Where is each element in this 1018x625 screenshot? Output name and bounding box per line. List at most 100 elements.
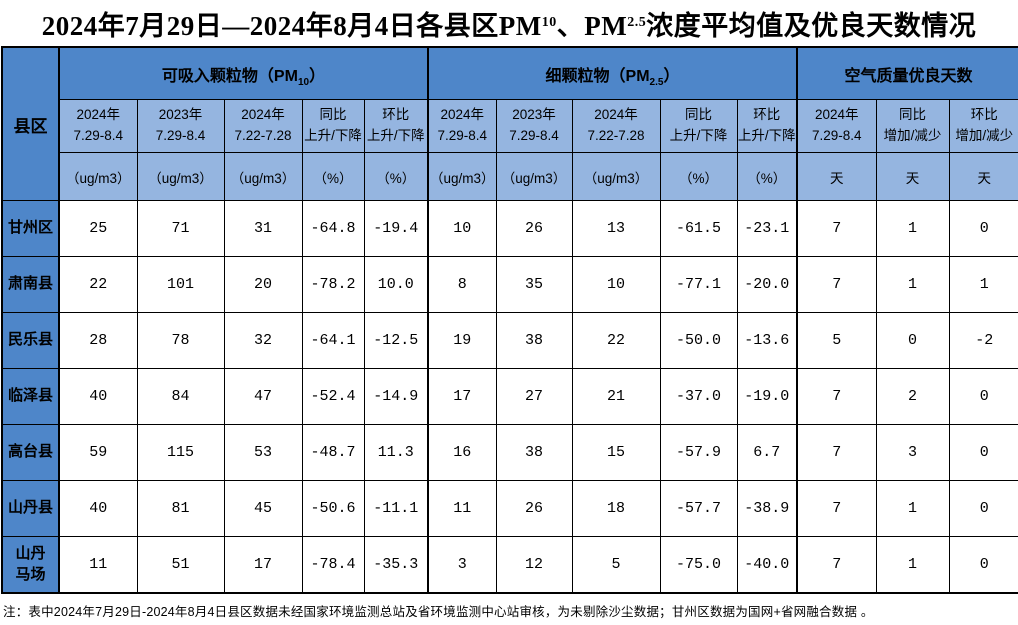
column-header-line1: 2024年 [814, 107, 859, 123]
data-cell: 28 [58, 312, 138, 369]
title-text-3: 浓度平均值及优良天数情况 [646, 10, 977, 41]
header-period-row: 2024年 7.29-8.4 2023年 7.29-8.4 2024年 7.22-7.28… [2, 99, 1018, 153]
data-cell: 5 [796, 312, 877, 369]
data-cell: 13 [571, 200, 661, 257]
data-cell: -37.0 [659, 368, 738, 425]
data-cell: 22 [58, 256, 138, 313]
data-cell: -50.6 [301, 480, 365, 537]
data-cell: 21 [571, 368, 661, 425]
column-header-line1: 环比 [753, 107, 781, 123]
row-label: 甘州区 [1, 200, 60, 257]
data-cell: 35 [495, 256, 573, 313]
column-header-7: 2024年 7.22-7.28 [571, 99, 661, 153]
unit-header-9: （%） [736, 152, 798, 201]
data-cell: 18 [571, 480, 661, 537]
column-header-line1: 环比 [970, 107, 998, 123]
column-header-9: 环比 上升/下降 [736, 99, 798, 153]
data-cell: -52.4 [301, 368, 365, 425]
column-header-line2: 7.29-8.4 [811, 128, 862, 143]
data-cell: 31 [223, 200, 303, 257]
footnote: 注：表中2024年7月29日-2024年8月4日县区数据未经国家环境监测总站及省… [3, 605, 874, 619]
header-group-row: 县区 可吸入颗粒物（PM10） 细颗粒物（PM2.5） 空气质量优良天数 [1, 46, 1018, 201]
unit-header-3: （%） [301, 152, 365, 201]
data-cell: -78.2 [301, 256, 365, 313]
data-cell: 17 [223, 536, 303, 594]
data-cell: 10.0 [363, 256, 429, 313]
data-cell: 0 [875, 312, 950, 369]
corner-cell-county: 县区 [1, 46, 60, 201]
header-unit-row: （ug/m3） （ug/m3） （ug/m3） （%） （%） （ug/m3） （ug/m3… [2, 152, 1018, 201]
row-label: 山丹 马场 [1, 536, 60, 594]
data-cell: 45 [223, 480, 303, 537]
data-cell: 32 [223, 312, 303, 369]
unit-header-2: （ug/m3） [223, 152, 303, 201]
title-text-1: 2024年7月29日—2024年8月4日各县区PM [41, 10, 542, 41]
data-cell: 84 [136, 368, 225, 425]
data-cell: -19.0 [736, 368, 798, 425]
data-cell: 38 [495, 424, 573, 481]
data-cell: 115 [136, 424, 225, 481]
page-title: 2024年7月29日—2024年8月4日各县区PM 10 、PM 2.5 浓度平均值及优… [0, 0, 1018, 46]
column-header-line2: 上升/下降 [304, 128, 362, 143]
group-pm10-subscript: 10 [297, 76, 310, 88]
data-cell: 11 [427, 480, 497, 537]
data-cell: -78.4 [301, 536, 365, 594]
table-body: 甘州区 25 71 31 -64.8 -19.4 10 26 13 -61.5 -23.1 7 1 0 肃南… [1, 200, 1018, 594]
unit-header-12: 天 [948, 152, 1018, 201]
column-header-line1: 2024年 [76, 107, 121, 123]
data-cell: 7 [796, 424, 877, 481]
unit-header-8: （%） [659, 152, 738, 201]
row-label: 高台县 [1, 424, 60, 481]
column-header-line1: 同比 [899, 107, 926, 123]
unit-header-6: （ug/m3） [495, 152, 573, 201]
data-cell: -2 [948, 312, 1018, 369]
data-cell: 15 [571, 424, 661, 481]
data-cell: 51 [136, 536, 225, 594]
data-cell: -57.7 [659, 480, 738, 537]
data-cell: 1 [948, 256, 1018, 313]
column-header-line1: 2024年 [440, 107, 485, 123]
column-header-line2: 增加/减少 [955, 128, 1014, 143]
column-header-line1: 2023年 [512, 107, 556, 123]
column-header-4: 环比 上升/下降 [363, 99, 429, 153]
table-row: 山丹县 40 81 45 -50.6 -11.1 11 26 18 -57.7 -38.9 7 1 0 [1, 480, 1018, 537]
row-label: 肃南县 [1, 256, 60, 313]
column-header-11: 同比 增加/减少 [875, 99, 950, 153]
data-cell: 8 [427, 256, 497, 313]
data-cell: 10 [571, 256, 661, 313]
data-cell: 20 [223, 256, 303, 313]
column-header-1: 2023年 7.29-8.4 [136, 99, 225, 153]
group-pm10-label: 可吸入颗粒物（PM [161, 67, 298, 85]
group-pm25-label: 细颗粒物（PM [545, 67, 650, 85]
table-row: 临泽县 40 84 47 -52.4 -14.9 17 27 21 -37.0 -19.0 7 2 0 [1, 368, 1018, 425]
data-cell: 0 [948, 200, 1018, 257]
column-header-2: 2024年 7.22-7.28 [223, 99, 303, 153]
column-header-line2: 7.22-7.28 [587, 128, 645, 143]
data-cell: 38 [495, 312, 573, 369]
group-pm25-subscript: 2.5 [649, 76, 664, 88]
data-cell: -40.0 [736, 536, 798, 594]
unit-header-5: （ug/m3） [427, 152, 497, 201]
data-cell: 10 [427, 200, 497, 257]
column-header-line2: 7.29-8.4 [155, 128, 206, 143]
column-header-8: 同比 上升/下降 [659, 99, 738, 153]
data-cell: 5 [571, 536, 661, 594]
group-pm25-label-end: ） [663, 67, 680, 85]
column-header-5: 2024年 7.29-8.4 [427, 99, 497, 153]
data-cell: 3 [875, 424, 950, 481]
data-cell: -77.1 [659, 256, 738, 313]
data-cell: 0 [948, 368, 1018, 425]
data-cell: -11.1 [363, 480, 429, 537]
data-cell: 59 [58, 424, 138, 481]
data-cell: 7 [796, 256, 877, 313]
column-header-line1: 环比 [382, 107, 410, 123]
column-header-line1: 同比 [319, 107, 347, 123]
column-header-line2: 7.29-8.4 [73, 128, 124, 143]
row-label: 临泽县 [1, 368, 60, 425]
row-label: 民乐县 [1, 312, 60, 369]
data-cell: 7 [796, 200, 877, 257]
unit-header-1: （ug/m3） [136, 152, 225, 201]
data-cell: 2 [875, 368, 950, 425]
unit-header-11: 天 [875, 152, 950, 201]
data-cell: -61.5 [659, 200, 738, 257]
